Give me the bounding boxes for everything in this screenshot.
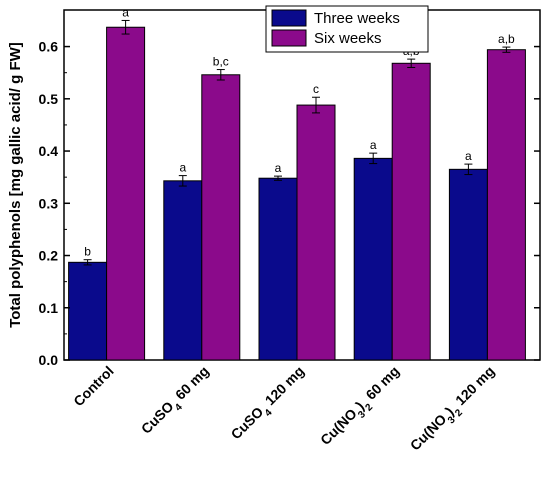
significance-letter: a xyxy=(122,5,129,19)
x-category-label: Cu(NO3)2 60 mg xyxy=(317,363,406,452)
significance-letter: a xyxy=(370,138,377,152)
x-category-label: Control xyxy=(70,363,117,410)
x-category-label-part: 120 mg xyxy=(449,363,497,411)
bar-six-weeks xyxy=(391,62,431,361)
y-tick-label: 0.4 xyxy=(39,143,59,159)
x-category-label-part: 60 mg xyxy=(360,363,403,406)
x-category-label-part: CuSO xyxy=(138,398,177,437)
y-tick-label: 0.0 xyxy=(39,352,59,368)
x-category-label: CuSO4 120 mg xyxy=(228,363,312,447)
significance-letter: b xyxy=(84,245,91,259)
y-tick-label: 0.2 xyxy=(39,248,59,264)
legend-label: Three weeks xyxy=(314,10,400,27)
bar-three-weeks xyxy=(448,168,488,361)
bar-six-weeks xyxy=(106,26,146,361)
bar-three-weeks xyxy=(353,157,393,361)
significance-letter: a xyxy=(275,161,282,175)
significance-letter: c xyxy=(313,82,319,96)
y-tick-label: 0.5 xyxy=(39,91,59,107)
significance-letter: a xyxy=(179,161,186,175)
bar-three-weeks xyxy=(258,177,298,361)
y-tick-label: 0.1 xyxy=(39,300,59,316)
significance-letter: a,b xyxy=(498,32,515,46)
x-category-label-part: CuSO xyxy=(228,404,267,443)
bar-three-weeks xyxy=(163,180,203,361)
bar-six-weeks xyxy=(296,104,336,361)
bar-six-weeks xyxy=(201,74,241,361)
x-category-label-part: 60 mg xyxy=(169,363,212,406)
y-axis-title: Total polyphenols [mg gallic acid/ g FW] xyxy=(7,42,24,328)
x-category-label-part: Control xyxy=(70,363,117,410)
x-category-label: CuSO4 60 mg xyxy=(138,363,216,441)
y-tick-label: 0.3 xyxy=(39,195,59,211)
bar-six-weeks xyxy=(486,49,526,361)
legend-swatch xyxy=(271,9,307,27)
legend-label: Six weeks xyxy=(314,30,382,47)
x-category-label-part: Cu(NO xyxy=(317,405,360,448)
significance-letter: b,c xyxy=(213,55,229,69)
legend-swatch xyxy=(271,29,307,47)
x-category-label-part: 120 mg xyxy=(259,363,307,411)
x-category-label: Cu(NO3)2 120 mg xyxy=(407,363,502,458)
bar-three-weeks xyxy=(68,261,108,361)
significance-letter: a xyxy=(465,149,472,163)
y-tick-label: 0.6 xyxy=(39,39,59,55)
x-category-label-part: Cu(NO xyxy=(407,411,450,454)
